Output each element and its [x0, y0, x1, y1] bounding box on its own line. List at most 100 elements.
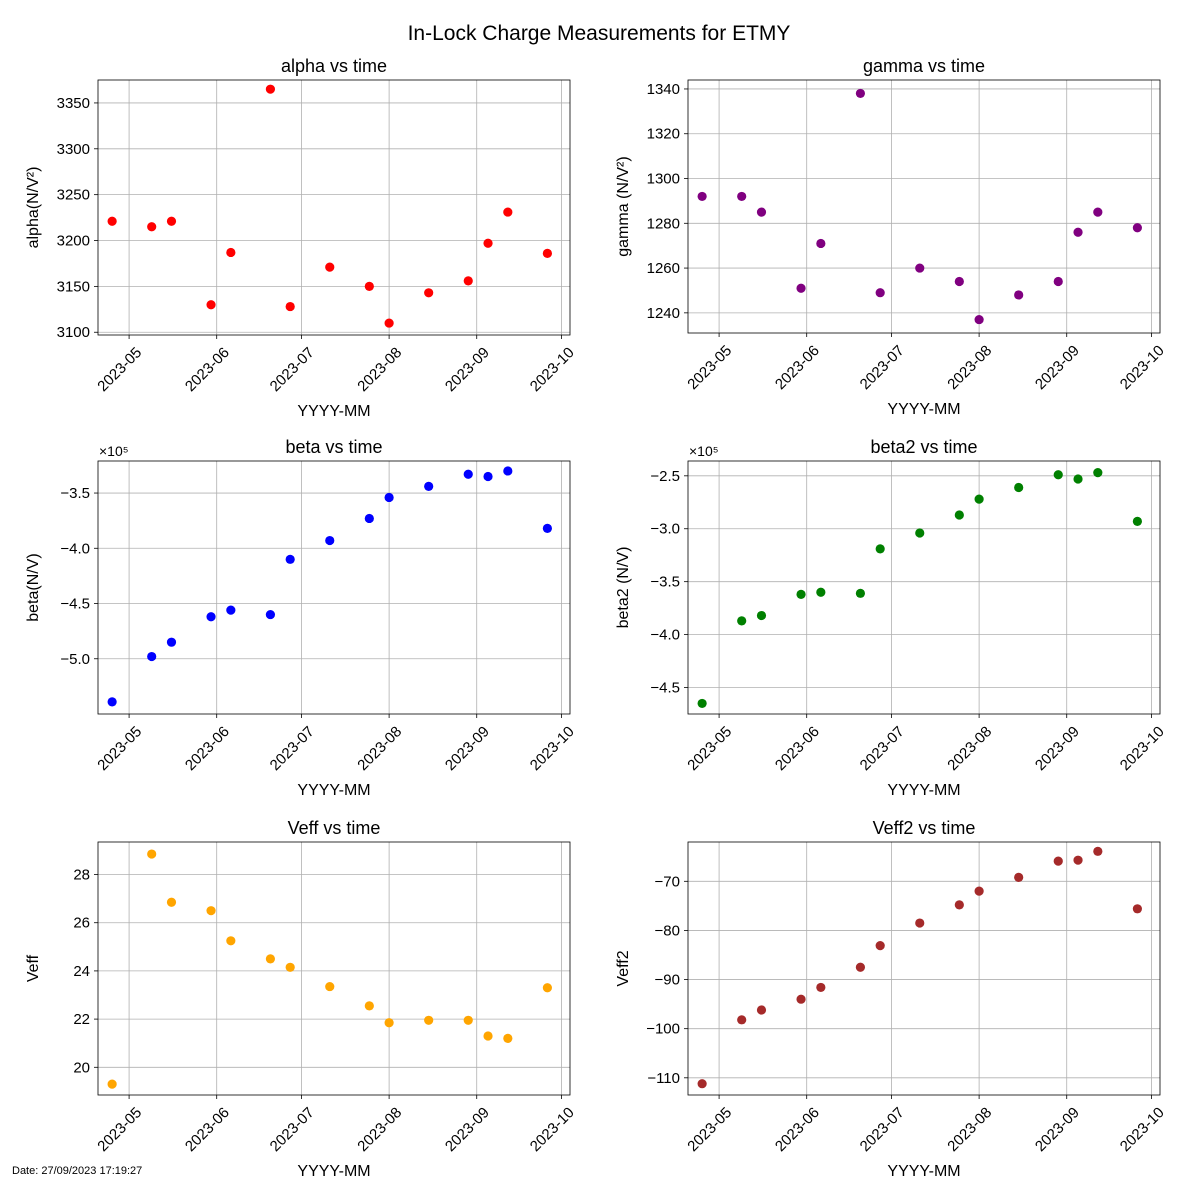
figure-title: In-Lock Charge Measurements for ETMY — [408, 22, 791, 45]
data-point — [875, 941, 885, 951]
data-point — [265, 84, 276, 94]
data-point — [107, 1079, 117, 1089]
x-axis-label: YYYY-MM — [887, 782, 960, 799]
data-point — [796, 994, 806, 1004]
data-point — [265, 954, 276, 964]
data-point — [463, 276, 473, 286]
data-point — [954, 510, 964, 520]
data-point — [107, 216, 117, 226]
y-tick-label: 1240 — [647, 305, 680, 322]
y-tick-label: −110 — [647, 1070, 680, 1087]
x-axis-label: YYYY-MM — [887, 1163, 960, 1180]
y-tick-label: 3200 — [57, 233, 90, 250]
data-point — [855, 962, 866, 972]
data-point — [1053, 276, 1063, 287]
data-point — [697, 698, 707, 709]
data-point — [697, 191, 707, 202]
data-point — [503, 1033, 513, 1043]
data-point — [483, 238, 493, 248]
data-point — [875, 544, 885, 554]
data-point — [756, 207, 767, 217]
data-point — [1014, 290, 1024, 300]
y-tick-label: 20 — [73, 1059, 90, 1076]
data-point — [1132, 223, 1142, 233]
y-axis-label: Veff2 — [615, 950, 632, 986]
data-point — [816, 982, 826, 993]
y-tick-label: −3.5 — [60, 485, 90, 502]
data-point — [1093, 207, 1103, 217]
data-point — [483, 471, 493, 482]
data-point — [463, 469, 473, 479]
y-axis-label: alpha(N/V²) — [25, 167, 42, 249]
x-axis-label: YYYY-MM — [297, 403, 370, 420]
offset-text: ×10⁵ — [689, 443, 719, 459]
data-point — [463, 1015, 473, 1025]
data-point — [384, 492, 394, 503]
data-point — [206, 612, 216, 622]
y-tick-label: −70 — [655, 873, 680, 890]
x-axis-label: YYYY-MM — [297, 782, 370, 799]
data-point — [166, 897, 177, 907]
data-point — [226, 936, 236, 946]
axes-frame — [97, 841, 571, 1096]
data-point — [816, 587, 826, 597]
y-tick-label: −3.0 — [650, 521, 680, 538]
y-tick-label: 1260 — [647, 260, 680, 277]
data-point — [147, 849, 157, 859]
data-point — [542, 983, 552, 993]
y-tick-label: 22 — [73, 1011, 90, 1028]
subplot-title: Veff2 vs time — [873, 818, 976, 838]
data-point — [325, 535, 335, 546]
data-point — [915, 263, 925, 273]
data-point — [737, 191, 747, 202]
data-point — [1073, 474, 1083, 484]
subplot-title: beta vs time — [285, 437, 382, 457]
axes-frame — [687, 460, 1161, 715]
subplot-title: gamma vs time — [863, 56, 985, 76]
data-point — [325, 981, 335, 992]
y-axis-label: beta2 (N/V) — [615, 547, 632, 629]
y-tick-label: 3150 — [57, 278, 90, 295]
y-axis-label: beta(N/V) — [25, 553, 42, 621]
y-tick-label: 26 — [73, 915, 90, 932]
data-point — [855, 588, 866, 598]
subplot-title: alpha vs time — [281, 56, 387, 76]
y-tick-label: 3350 — [57, 95, 90, 112]
data-point — [1014, 482, 1024, 493]
data-point — [875, 288, 885, 298]
data-point — [1053, 856, 1063, 866]
y-tick-label: 3100 — [57, 324, 90, 341]
y-tick-label: 3300 — [57, 141, 90, 158]
axes-frame — [687, 841, 1161, 1096]
y-tick-label: −5.0 — [60, 651, 90, 668]
data-point — [147, 651, 157, 662]
data-point — [974, 314, 984, 325]
data-point — [285, 962, 295, 972]
data-point — [364, 513, 374, 524]
data-point — [147, 222, 157, 232]
data-point — [1132, 516, 1142, 526]
data-point — [226, 605, 236, 615]
data-point — [954, 900, 964, 910]
data-point — [1053, 470, 1063, 480]
y-tick-label: 1320 — [647, 126, 680, 143]
data-point — [1073, 227, 1083, 237]
data-point — [1073, 855, 1083, 865]
data-point — [974, 494, 984, 504]
data-point — [542, 523, 552, 533]
x-axis-label: YYYY-MM — [297, 1163, 370, 1180]
data-point — [166, 216, 177, 226]
date-footer: Date: 27/09/2023 17:19:27 — [12, 1165, 142, 1177]
data-point — [756, 610, 767, 621]
y-axis-label: gamma (N/V²) — [615, 156, 632, 256]
y-tick-label: −100 — [646, 1021, 680, 1038]
y-tick-label: −4.5 — [650, 680, 680, 697]
data-point — [325, 262, 335, 272]
data-point — [503, 207, 513, 217]
data-point — [107, 697, 117, 707]
data-point — [816, 238, 826, 249]
subplot-title: Veff vs time — [288, 818, 381, 838]
data-point — [1014, 872, 1024, 882]
data-point — [424, 288, 434, 298]
